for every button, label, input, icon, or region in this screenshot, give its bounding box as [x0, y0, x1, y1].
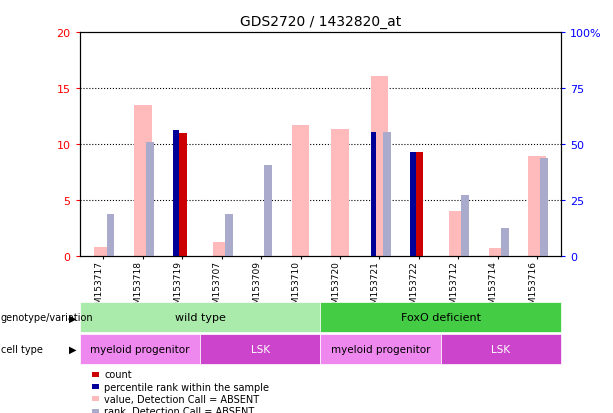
- Bar: [134, 106, 151, 256]
- Text: ▶: ▶: [69, 344, 77, 354]
- Bar: [371, 132, 376, 256]
- Bar: [173, 131, 179, 256]
- Text: LSK: LSK: [251, 344, 270, 354]
- Text: FoxO deficient: FoxO deficient: [400, 313, 481, 323]
- Bar: [225, 215, 233, 256]
- Text: genotype/variation: genotype/variation: [1, 313, 93, 323]
- Bar: [462, 196, 470, 256]
- Text: wild type: wild type: [175, 313, 226, 323]
- Bar: [414, 152, 423, 256]
- Text: percentile rank within the sample: percentile rank within the sample: [104, 382, 269, 392]
- Bar: [541, 159, 548, 256]
- Bar: [528, 157, 546, 256]
- Bar: [501, 228, 509, 256]
- Text: count: count: [104, 369, 132, 379]
- Bar: [489, 248, 507, 256]
- Title: GDS2720 / 1432820_at: GDS2720 / 1432820_at: [240, 15, 401, 29]
- Text: cell type: cell type: [1, 344, 42, 354]
- Bar: [449, 211, 467, 256]
- Bar: [383, 132, 390, 256]
- Bar: [94, 247, 112, 256]
- Bar: [107, 215, 115, 256]
- Text: rank, Detection Call = ABSENT: rank, Detection Call = ABSENT: [104, 406, 254, 413]
- Bar: [292, 126, 310, 256]
- Bar: [146, 142, 154, 256]
- Bar: [331, 130, 349, 256]
- Bar: [213, 243, 230, 256]
- Text: ▶: ▶: [69, 313, 77, 323]
- Bar: [410, 152, 416, 256]
- Bar: [371, 76, 388, 256]
- Text: value, Detection Call = ABSENT: value, Detection Call = ABSENT: [104, 394, 259, 404]
- Text: LSK: LSK: [491, 344, 510, 354]
- Bar: [178, 133, 186, 256]
- Text: myeloid progenitor: myeloid progenitor: [330, 344, 430, 354]
- Bar: [264, 166, 272, 256]
- Text: myeloid progenitor: myeloid progenitor: [90, 344, 189, 354]
